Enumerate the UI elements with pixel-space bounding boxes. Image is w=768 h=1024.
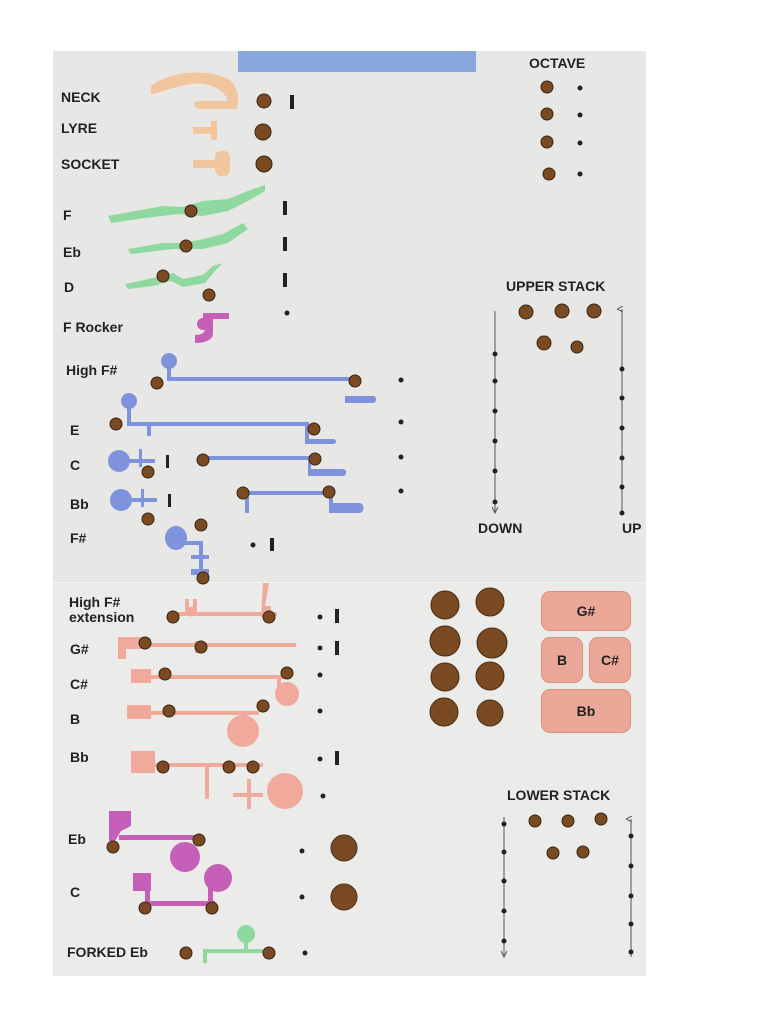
- label-f-rocker: F Rocker: [63, 319, 123, 335]
- f-sharp-key: [165, 526, 209, 575]
- e-key: [121, 393, 336, 444]
- forked-eb-key: [203, 925, 263, 963]
- c-sharp-key: [131, 669, 299, 706]
- label-high-f-sharp: High F#: [66, 362, 118, 378]
- key-parts-drawing: [106, 72, 634, 963]
- large-pads: [330, 587, 508, 911]
- bb-lower-key: [131, 751, 303, 809]
- section-octave: OCTAVE: [529, 55, 586, 71]
- d-key-part: [125, 263, 223, 289]
- label-f-sharp: F#: [70, 530, 87, 546]
- table-key-c-sharp-label: C#: [601, 652, 619, 668]
- label-lyre: LYRE: [61, 120, 98, 136]
- label-d: D: [64, 279, 75, 295]
- label-bb: Bb: [70, 496, 89, 512]
- table-key-g-sharp-label: G#: [576, 603, 596, 619]
- neck-part: [151, 72, 239, 109]
- c-key: [108, 449, 346, 476]
- f-key-part: [108, 185, 265, 223]
- table-key-bb: Bb: [541, 689, 631, 733]
- label-bb-lower: Bb: [70, 749, 89, 765]
- socket-part: [193, 151, 230, 176]
- section-lower-stack: LOWER STACK: [507, 787, 611, 803]
- table-key-bb-label: Bb: [576, 703, 596, 719]
- label-c-lower: C: [70, 884, 81, 900]
- eb-lower-key: [109, 811, 200, 872]
- label-g-sharp: G#: [70, 641, 89, 657]
- lower-stack-guides: [500, 817, 634, 959]
- label-high-f-sharp-ext-1: High F#: [69, 594, 121, 610]
- label-neck: NECK: [61, 89, 101, 105]
- high-f-sharp-key: [161, 353, 376, 403]
- table-key-g-sharp: G#: [541, 591, 631, 631]
- eb-key-part: [128, 223, 248, 254]
- f-rocker-part: [195, 313, 229, 343]
- label-f: F: [63, 207, 72, 223]
- label-b: B: [70, 711, 81, 727]
- section-down: DOWN: [478, 520, 523, 536]
- high-f-sharp-extension-key: [177, 583, 277, 617]
- label-eb-lower: Eb: [68, 831, 86, 847]
- bb-key: [110, 489, 364, 513]
- upper-stack-guides: [491, 309, 625, 516]
- label-c: C: [70, 457, 81, 473]
- label-socket: SOCKET: [61, 156, 120, 172]
- c-lower-key: [133, 864, 232, 906]
- table-key-b-label: B: [556, 652, 568, 668]
- pad-cups: [106, 80, 608, 960]
- table-key-b: B: [541, 637, 583, 683]
- header-bar: [238, 51, 476, 72]
- label-c-sharp: C#: [70, 676, 88, 692]
- spacer-marks: [166, 85, 583, 956]
- label-e: E: [70, 422, 80, 438]
- parts-board: NECK LYRE SOCKET F Eb D F Rocker High F#…: [53, 51, 646, 976]
- b-key: [127, 705, 259, 747]
- label-forked-eb: FORKED Eb: [67, 944, 148, 960]
- label-high-f-sharp-ext-2: extension: [69, 609, 135, 625]
- lyre-part: [193, 121, 217, 140]
- label-eb: Eb: [63, 244, 81, 260]
- table-key-c-sharp: C#: [589, 637, 631, 683]
- section-upper-stack: UPPER STACK: [506, 278, 606, 294]
- section-up: UP: [622, 520, 642, 536]
